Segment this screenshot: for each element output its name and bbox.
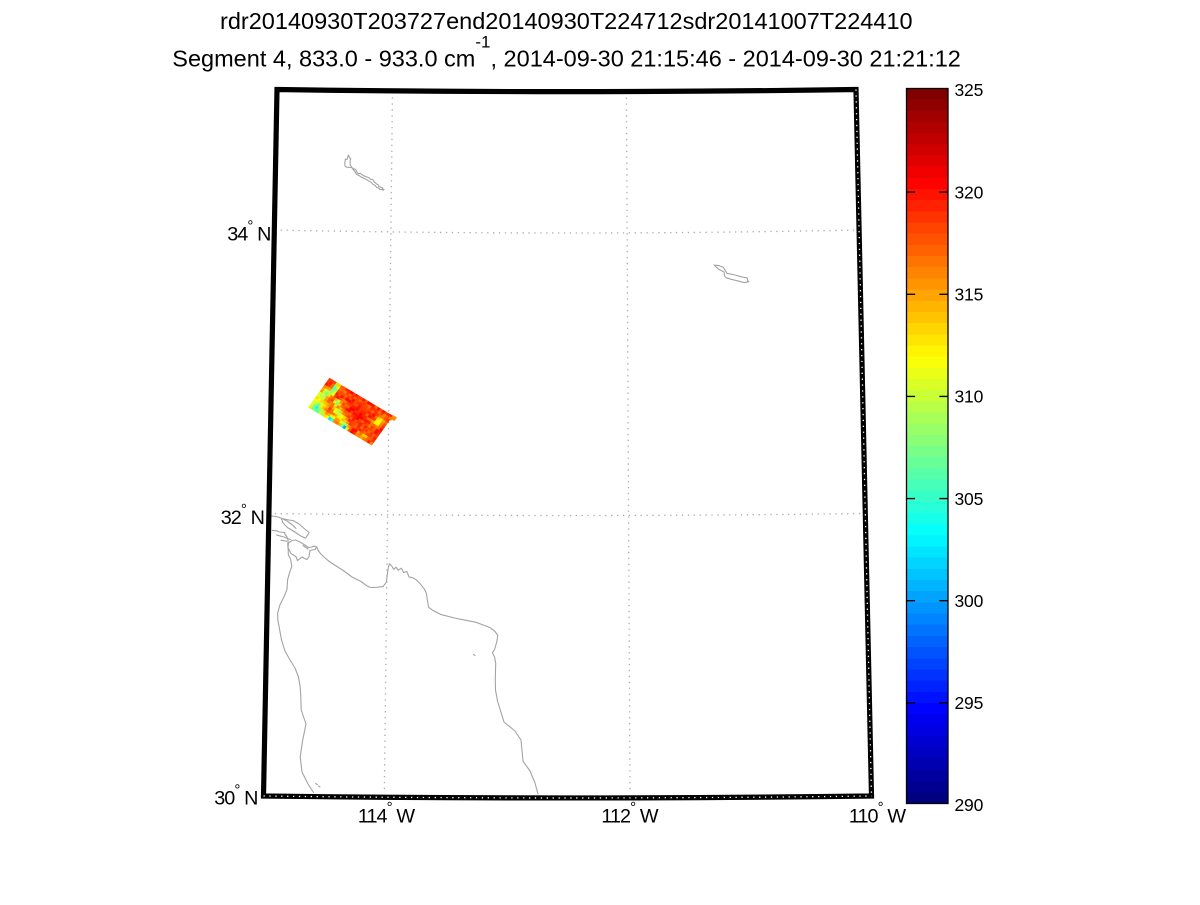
svg-text:300: 300 [955, 591, 984, 611]
svg-text:310: 310 [955, 387, 984, 407]
svg-text:295: 295 [955, 693, 984, 713]
svg-text:320: 320 [955, 182, 984, 202]
svg-text:315: 315 [955, 285, 984, 305]
svg-text:305: 305 [955, 489, 984, 509]
svg-text:325: 325 [955, 80, 984, 100]
svg-text:rdr20140930T203727end20140930T: rdr20140930T203727end20140930T224712sdr2… [220, 8, 913, 34]
svg-text:290: 290 [955, 795, 984, 815]
